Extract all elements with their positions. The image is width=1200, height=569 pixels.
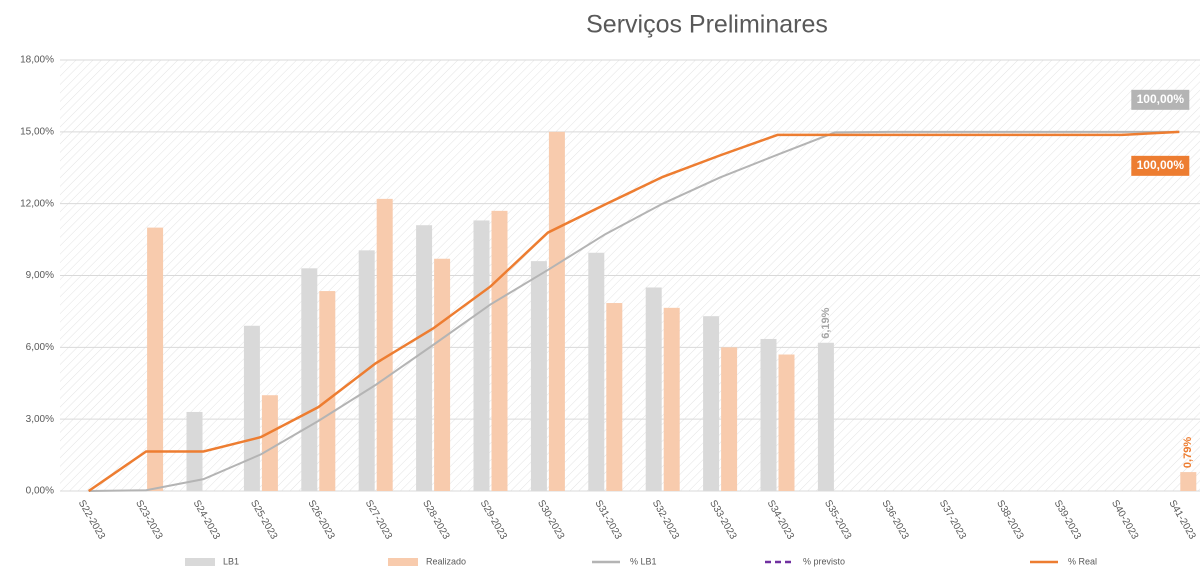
x-tick-label: S40-2023 [1109,498,1140,541]
legend-swatch [185,558,215,566]
x-tick-label: S27-2023 [363,498,394,541]
x-tick-label: S37-2023 [937,498,968,541]
line [88,130,1180,492]
legend-label: % previsto [803,556,845,566]
bar [301,268,318,491]
legend-label: Realizado [426,556,466,566]
x-tick-label: S23-2023 [133,498,164,541]
x-tick-label: S25-2023 [248,498,279,541]
bar [261,395,278,491]
bar [319,291,336,491]
x-tick-label: S29-2023 [478,498,509,541]
y-tick-label: 18,00% [20,55,54,66]
bar [1180,472,1197,491]
x-tick-label: S34-2023 [765,498,796,541]
bar [147,227,164,491]
bar [416,225,433,491]
bar [588,252,605,491]
data-label-box [1131,89,1190,110]
x-tick-label: S33-2023 [707,498,738,541]
legend-label: LB1 [223,556,239,566]
bar [491,210,508,491]
legend-label: % Real [1068,556,1097,566]
x-tick-label: S41-2023 [1166,498,1197,541]
bar [606,303,623,491]
x-tick-label: S28-2023 [420,498,451,541]
legend-label: % LB1 [630,556,657,566]
x-tick-label: S36-2023 [879,498,910,541]
bar [703,316,720,491]
y-tick-label: 9,00% [26,270,54,281]
data-label: 100,00% [1137,158,1185,172]
bar [817,342,834,491]
y-tick-label: 3,00% [26,414,54,425]
x-tick-label: S30-2023 [535,498,566,541]
bar [663,307,680,491]
y-tick-label: 6,00% [26,342,54,353]
x-tick-label: S24-2023 [191,498,222,541]
bar [473,220,490,491]
bar [243,325,260,491]
bar [548,131,565,492]
data-label-box [1131,155,1190,176]
y-tick-label: 15,00% [20,126,54,137]
x-tick-label: S39-2023 [1052,498,1083,541]
x-tick-label: S26-2023 [305,498,336,541]
x-tick-label: S32-2023 [650,498,681,541]
bar [530,261,547,491]
bar [721,347,738,491]
chart-title: Serviços Preliminares [586,11,828,39]
bar [778,354,795,491]
bar [645,287,662,491]
bar [434,258,451,491]
data-label: 6,19% [820,307,832,338]
line [87,130,1180,493]
data-label: 100,00% [1137,92,1185,106]
x-tick-label: S35-2023 [822,498,853,541]
y-tick-label: 12,00% [20,198,54,209]
legend-swatch [388,558,418,566]
bar [760,338,777,491]
y-tick-label: 0,00% [26,486,54,497]
x-tick-label: S22-2023 [76,498,107,541]
x-tick-label: S38-2023 [994,498,1025,541]
data-label: 0,79% [1182,437,1194,468]
x-tick-label: S31-2023 [592,498,623,541]
bar [376,198,393,491]
